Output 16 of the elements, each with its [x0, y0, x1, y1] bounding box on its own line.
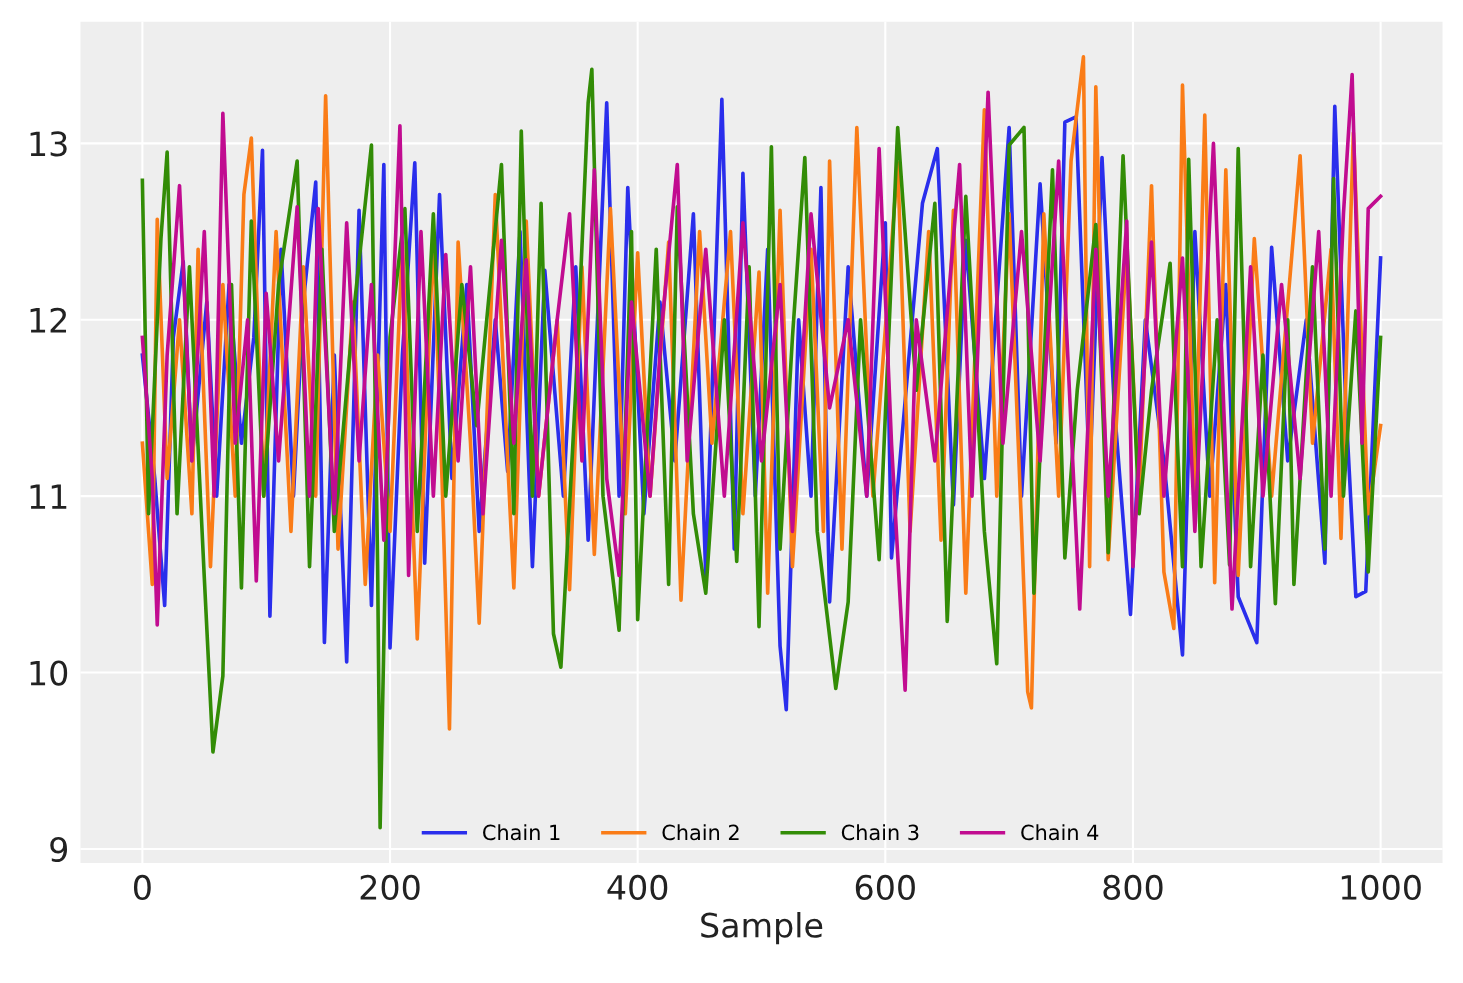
x-tick-label: 1000 — [1341, 874, 1421, 900]
x-tick-label: 600 — [855, 874, 915, 900]
x-tick-label: 0 — [133, 874, 151, 900]
y-tick-label: 12 — [30, 307, 67, 333]
y-tick-label: 9 — [50, 836, 68, 863]
y-tick-label: 13 — [30, 131, 67, 157]
x-tick-label: 400 — [607, 874, 668, 900]
x-axis-title: Sample — [701, 912, 823, 945]
x-tick-label: 200 — [360, 874, 420, 900]
legend-label: Chain 3 — [841, 824, 919, 841]
legend-label: Chain 4 — [1021, 824, 1099, 841]
legend-label: Chain 2 — [662, 824, 739, 841]
y-tick-label: 11 — [30, 484, 67, 509]
y-tick-label: 10 — [30, 660, 68, 686]
legend-label: Chain 1 — [483, 824, 560, 841]
x-tick-label: 800 — [1103, 874, 1163, 900]
